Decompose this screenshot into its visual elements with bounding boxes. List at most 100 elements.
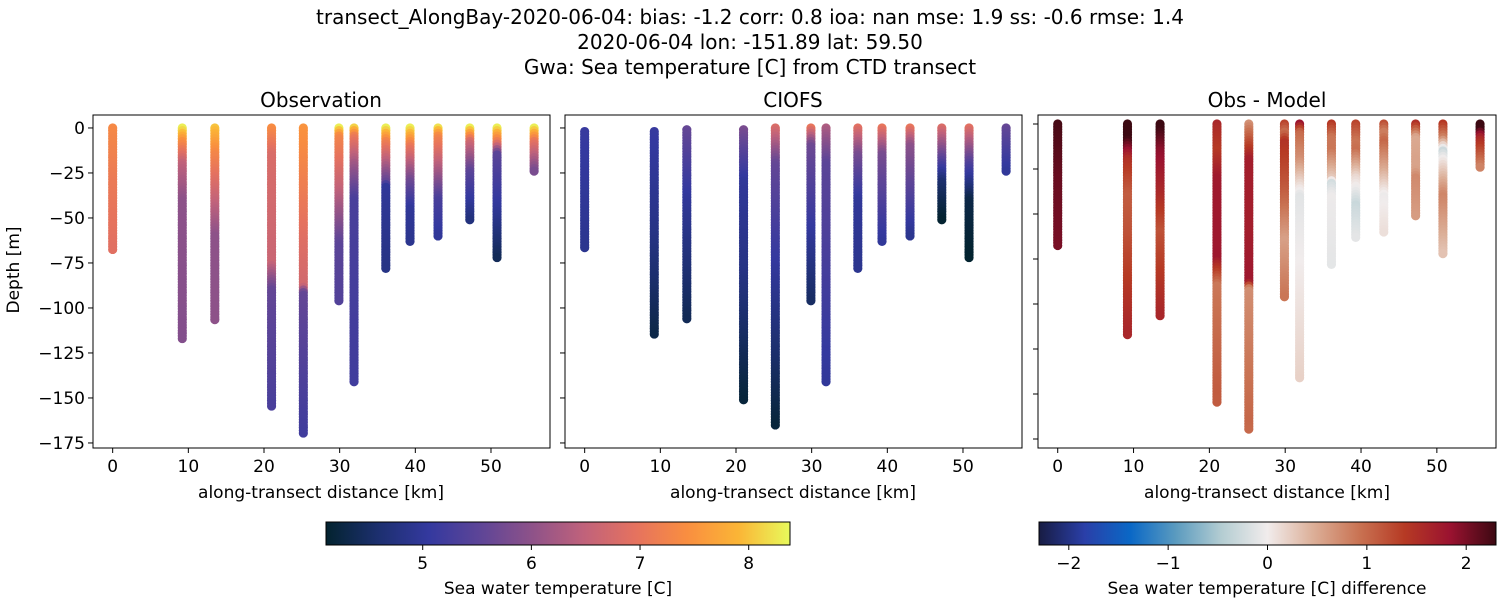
x-tick-label: 0 bbox=[579, 457, 590, 477]
data-point bbox=[1053, 240, 1063, 251]
station-column bbox=[1475, 119, 1485, 172]
station-column bbox=[349, 123, 359, 387]
y-tick-label: −175 bbox=[38, 434, 85, 454]
colorbar-difference bbox=[1038, 521, 1497, 546]
y-tick-label: −50 bbox=[49, 209, 85, 229]
figure-title-line-2: 2020-06-04 lon: -151.89 lat: 59.50 bbox=[577, 30, 923, 54]
colorbar-tick-label: 0 bbox=[1262, 554, 1273, 574]
data-point bbox=[1212, 397, 1222, 407]
x-tick-label: 20 bbox=[1199, 457, 1221, 477]
x-tick-label: 50 bbox=[480, 457, 502, 477]
panel-title-diff: Obs - Model bbox=[1208, 88, 1327, 112]
panel-title-observation: Observation bbox=[260, 88, 382, 112]
x-tick-label: 40 bbox=[877, 457, 899, 477]
colorbar-tick-label: 6 bbox=[526, 554, 537, 574]
colorbar-tick-label: −1 bbox=[1156, 554, 1181, 574]
x-tick-label: 10 bbox=[1123, 457, 1145, 477]
station-column bbox=[580, 126, 590, 253]
panel-0: 0 10 20 30 40 50 0 −25 −50 −75 −100 −125 −150 −175 bbox=[38, 114, 551, 477]
station-column bbox=[1351, 119, 1361, 242]
colorbar-tick-label: 1 bbox=[1361, 554, 1372, 574]
data-point bbox=[298, 428, 308, 438]
x-tick-label: 10 bbox=[178, 457, 200, 477]
station-column bbox=[1122, 119, 1133, 340]
station-column bbox=[1053, 119, 1063, 251]
data-point bbox=[177, 333, 187, 344]
data-point bbox=[1326, 259, 1337, 269]
data-point bbox=[334, 296, 344, 306]
data-point bbox=[905, 231, 915, 241]
station-column bbox=[381, 123, 391, 273]
x-tick-label: 20 bbox=[725, 457, 747, 477]
axes-frame bbox=[564, 114, 1023, 449]
station-column bbox=[821, 123, 831, 387]
y-tick-label: −100 bbox=[38, 299, 85, 319]
colorbar-difference-label: Sea water temperature [C] difference bbox=[1107, 579, 1426, 599]
station-column bbox=[334, 123, 344, 306]
data-point bbox=[738, 395, 749, 405]
data-point bbox=[1379, 227, 1389, 237]
axes-frame bbox=[92, 114, 551, 449]
x-tick-label: 0 bbox=[1052, 457, 1063, 477]
data-point bbox=[266, 401, 277, 411]
x-tick-label: 20 bbox=[253, 457, 275, 477]
station-column bbox=[1295, 119, 1305, 383]
station-column bbox=[1279, 119, 1290, 302]
data-point bbox=[349, 377, 359, 387]
colorbar-tick-label: 8 bbox=[743, 554, 754, 574]
data-point bbox=[806, 296, 816, 306]
data-point bbox=[405, 236, 415, 246]
colorbar-tick-label: −2 bbox=[1056, 554, 1081, 574]
data-point bbox=[1411, 211, 1421, 221]
station-column bbox=[405, 123, 415, 246]
data-point bbox=[1155, 311, 1165, 321]
data-point bbox=[580, 243, 590, 253]
data-point bbox=[1438, 249, 1448, 259]
station-column bbox=[1326, 119, 1337, 269]
station-column bbox=[964, 123, 974, 263]
panel-title-ciofs: CIOFS bbox=[763, 88, 822, 112]
station-column bbox=[682, 125, 692, 324]
axes-frame bbox=[1037, 114, 1497, 449]
station-column bbox=[266, 123, 277, 411]
station-column bbox=[210, 123, 220, 325]
x-tick-label: 30 bbox=[329, 457, 351, 477]
data-point bbox=[937, 215, 947, 225]
station-column bbox=[1001, 123, 1011, 176]
station-column bbox=[492, 123, 502, 263]
station-column bbox=[1379, 119, 1389, 237]
station-column bbox=[738, 125, 749, 405]
data-point bbox=[682, 314, 692, 324]
figure-title-line-1: transect_AlongBay-2020-06-04: bias: -1.2… bbox=[316, 5, 1184, 29]
data-point bbox=[1001, 166, 1011, 176]
station-column bbox=[1212, 119, 1222, 407]
data-point bbox=[1351, 232, 1361, 242]
x-tick-label: 10 bbox=[650, 457, 672, 477]
data-point bbox=[649, 329, 659, 339]
x-axis-label-diff: along-transect distance [km] bbox=[1144, 483, 1390, 503]
station-column bbox=[1155, 119, 1165, 321]
station-column bbox=[1438, 119, 1448, 259]
station-column bbox=[877, 123, 887, 246]
station-column bbox=[529, 123, 539, 176]
figure-title-line-3: Gwa: Sea temperature [C] from CTD transe… bbox=[524, 55, 976, 79]
y-tick-label: −125 bbox=[38, 344, 85, 364]
x-tick-label: 50 bbox=[1426, 457, 1448, 477]
x-tick-label: 40 bbox=[405, 457, 427, 477]
x-tick-label: 30 bbox=[801, 457, 823, 477]
x-axis-label-observation: along-transect distance [km] bbox=[198, 483, 444, 503]
data-point bbox=[1475, 162, 1485, 172]
station-column bbox=[1244, 119, 1254, 434]
y-tick-label: −75 bbox=[49, 254, 85, 274]
x-tick-label: 50 bbox=[952, 457, 974, 477]
data-point bbox=[877, 236, 887, 246]
station-column bbox=[937, 123, 947, 225]
colorbar-temperature bbox=[325, 521, 791, 546]
data-point bbox=[381, 263, 391, 273]
station-column bbox=[853, 123, 863, 273]
plot-area bbox=[108, 123, 539, 438]
station-column bbox=[905, 123, 915, 241]
colorbar-temperature-label: Sea water temperature [C] bbox=[444, 579, 672, 599]
station-column bbox=[806, 123, 816, 306]
x-tick-label: 30 bbox=[1274, 457, 1296, 477]
